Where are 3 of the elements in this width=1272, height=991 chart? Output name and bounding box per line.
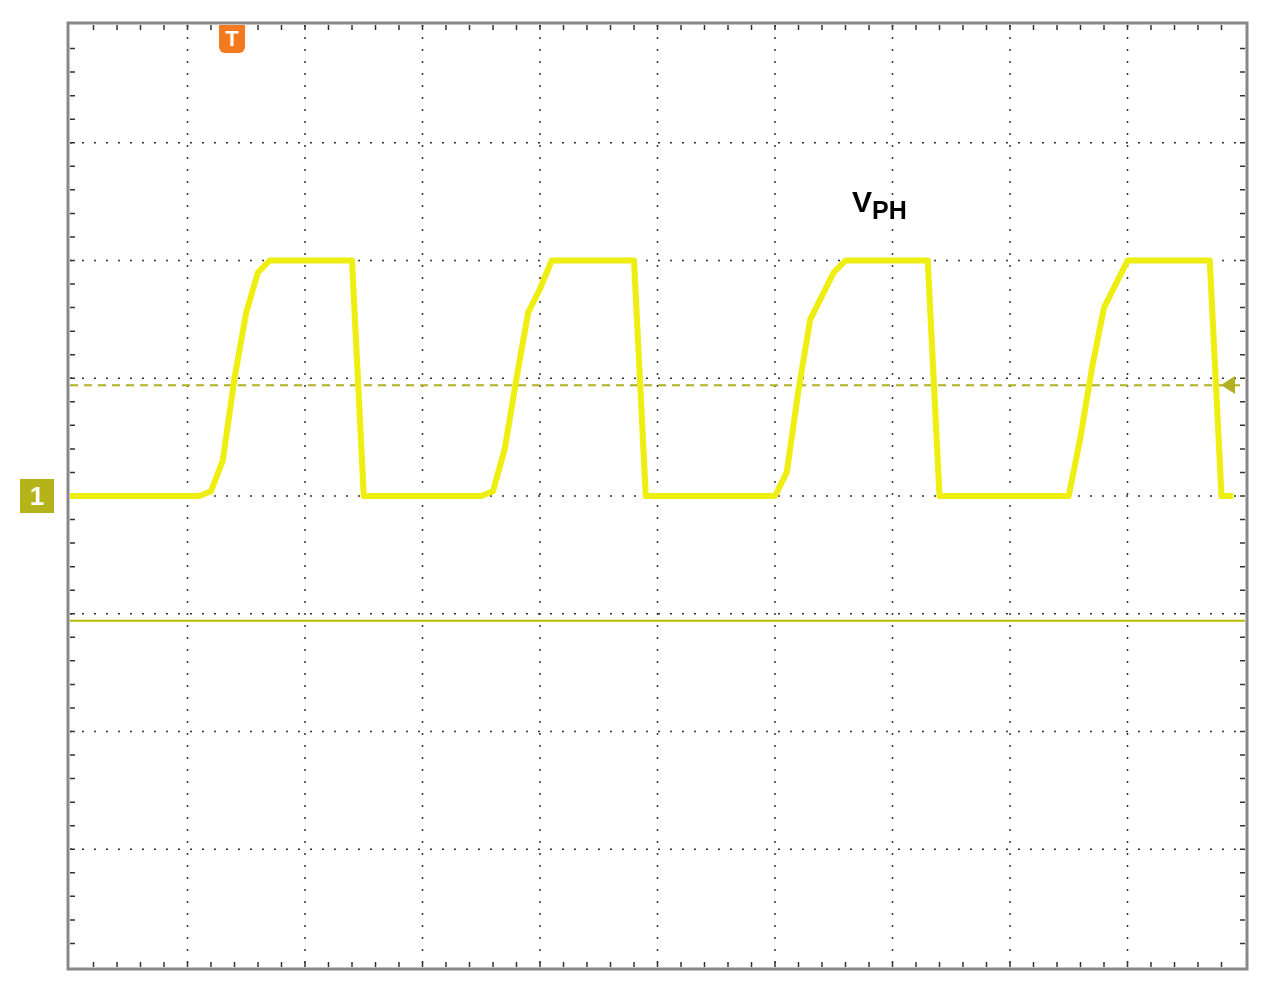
text: 1 [20,479,54,513]
text: T [219,25,245,53]
text: V$_{PH}$ [852,185,907,225]
